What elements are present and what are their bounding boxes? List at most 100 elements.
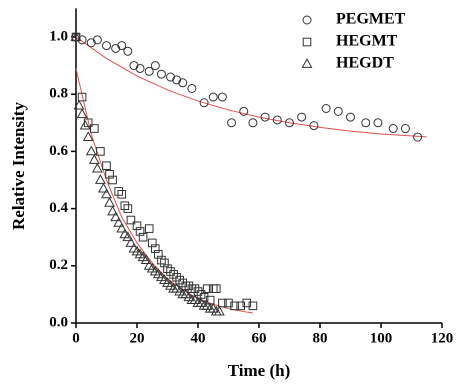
marker: [140, 254, 152, 264]
legend-text: PEGMET: [336, 11, 406, 28]
marker: [157, 255, 166, 265]
y-tick-label: 0.0: [49, 314, 68, 330]
marker: [373, 118, 383, 128]
marker: [147, 238, 157, 248]
marker: [126, 215, 136, 225]
legend-text: HEGDT: [336, 55, 394, 72]
marker: [199, 98, 209, 108]
y-tick-label: 0.4: [49, 200, 68, 216]
marker: [309, 121, 319, 131]
y-axis-title: Relative Intensity: [9, 102, 28, 230]
marker: [101, 188, 112, 199]
marker: [129, 61, 139, 71]
marker: [184, 281, 194, 291]
marker: [144, 66, 154, 76]
marker: [333, 106, 343, 116]
marker: [114, 187, 124, 196]
marker: [90, 124, 99, 133]
marker: [151, 244, 160, 253]
marker: [248, 301, 258, 311]
marker: [172, 272, 181, 282]
marker: [242, 298, 252, 308]
marker: [218, 298, 227, 308]
marker: [117, 190, 127, 199]
marker: [86, 38, 96, 48]
marker: [132, 221, 142, 231]
x-tick-label: 100: [370, 330, 393, 346]
marker: [193, 287, 203, 296]
marker: [400, 124, 410, 134]
marker: [102, 41, 111, 51]
marker: [346, 112, 355, 122]
marker: [361, 118, 371, 128]
marker: [77, 35, 87, 45]
marker: [102, 161, 111, 170]
marker: [239, 106, 249, 116]
marker: [272, 115, 282, 125]
marker: [150, 61, 160, 71]
marker: [110, 211, 122, 222]
marker: [202, 284, 212, 293]
marker: [92, 35, 102, 45]
marker: [213, 305, 225, 316]
marker: [260, 112, 270, 122]
marker: [169, 270, 178, 279]
marker: [123, 46, 133, 56]
y-tick-label: 1.0: [49, 28, 68, 44]
marker: [227, 118, 237, 128]
marker: [94, 174, 106, 184]
marker: [217, 92, 227, 102]
marker: [125, 237, 137, 247]
y-tick-label: 0.2: [49, 257, 68, 273]
marker: [144, 224, 154, 233]
marker: [73, 99, 85, 110]
marker: [91, 162, 103, 173]
marker: [113, 217, 125, 227]
marker: [108, 175, 117, 185]
marker: [190, 284, 200, 293]
marker: [104, 197, 116, 207]
marker: [212, 284, 221, 293]
marker: [178, 78, 188, 88]
marker: [175, 275, 184, 285]
marker: [97, 182, 109, 193]
marker: [107, 205, 119, 216]
marker: [236, 301, 245, 311]
marker: [70, 31, 82, 41]
marker: [166, 72, 176, 82]
marker: [187, 83, 197, 93]
marker: [224, 298, 233, 308]
marker: [135, 227, 145, 236]
legend-marker: [301, 58, 313, 68]
marker: [285, 118, 294, 128]
marker: [122, 231, 134, 242]
legend-marker: [302, 15, 312, 25]
marker: [117, 41, 127, 51]
y-tick-label: 0.8: [49, 86, 68, 102]
marker: [230, 301, 239, 311]
marker: [105, 169, 114, 179]
legend-text: HEGMT: [336, 33, 398, 50]
marker: [123, 204, 133, 213]
marker: [321, 104, 331, 113]
marker: [88, 154, 100, 164]
marker: [156, 69, 166, 79]
marker: [120, 201, 130, 211]
x-axis-title: Time (h): [228, 361, 291, 380]
marker: [79, 119, 91, 130]
marker: [178, 278, 188, 288]
x-tick-label: 0: [72, 330, 80, 346]
marker: [116, 222, 128, 233]
marker: [297, 112, 307, 122]
marker: [77, 92, 87, 102]
y-tick-label: 0.6: [49, 143, 68, 159]
marker: [163, 264, 172, 273]
marker: [166, 267, 175, 276]
marker: [76, 108, 88, 119]
x-tick-label: 120: [431, 330, 454, 346]
marker: [208, 92, 218, 102]
marker: [160, 258, 169, 268]
legend-marker: [302, 37, 312, 47]
